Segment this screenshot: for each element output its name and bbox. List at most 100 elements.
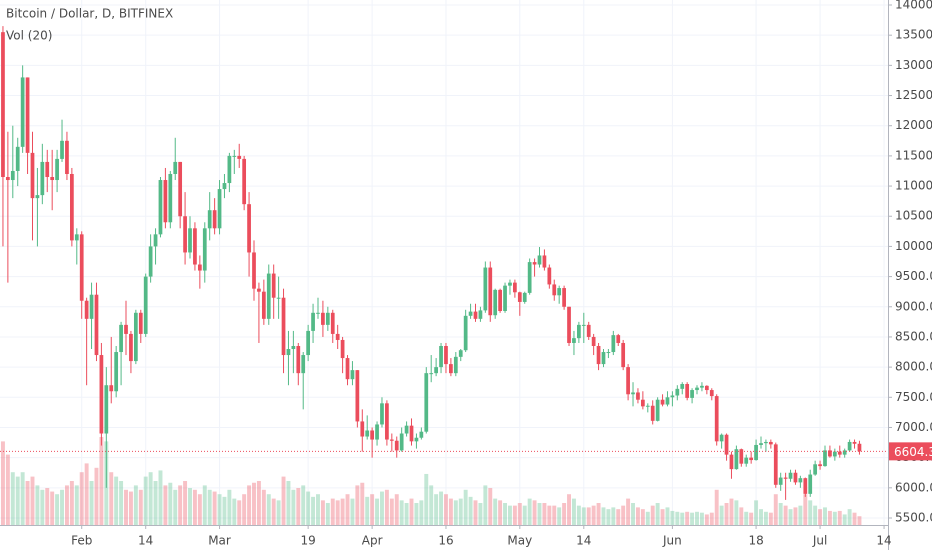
volume-bar xyxy=(695,511,699,525)
volume-bar xyxy=(163,485,168,525)
x-tick-label: 14 xyxy=(576,534,591,548)
volume-bar xyxy=(675,511,680,525)
candle-body xyxy=(409,425,414,442)
volume-bar xyxy=(168,482,173,525)
x-tick-label: 18 xyxy=(748,534,763,548)
candle-body xyxy=(30,152,35,199)
volume-bar xyxy=(453,500,458,525)
candle-body xyxy=(803,478,808,494)
candle-body xyxy=(444,345,448,365)
candle-body xyxy=(281,297,286,356)
volume-bar xyxy=(25,481,30,525)
candle-body xyxy=(138,312,143,334)
candle-body xyxy=(335,333,340,340)
volume-bar xyxy=(439,491,444,525)
volume-bar xyxy=(704,514,709,525)
candle-body xyxy=(252,252,256,289)
candle-body xyxy=(340,339,345,359)
volume-bar xyxy=(325,503,330,525)
y-tick-label: 13000.0 xyxy=(895,58,932,72)
volume-bar xyxy=(188,488,192,525)
candle-body xyxy=(434,367,438,374)
candle-body xyxy=(183,216,187,253)
y-tick-label: 5500.0 xyxy=(895,510,932,524)
candle-body xyxy=(493,289,498,316)
volume-bar xyxy=(645,511,650,525)
y-tick-label: 12500.0 xyxy=(895,88,932,102)
candle-body xyxy=(547,267,552,285)
candle-body xyxy=(360,421,365,437)
candle-body xyxy=(655,399,660,421)
candle-body xyxy=(680,384,685,389)
candle-body xyxy=(197,264,202,271)
volume-bar xyxy=(503,503,508,525)
volume-bar xyxy=(773,494,778,525)
candle-body xyxy=(84,300,89,319)
candle-body xyxy=(10,170,15,181)
y-tick-label: 11500.0 xyxy=(895,148,932,162)
volume-bar xyxy=(660,509,665,525)
candle-body xyxy=(202,228,207,271)
candle-body xyxy=(109,385,114,392)
volume-bar xyxy=(375,498,380,525)
candle-body xyxy=(508,282,512,286)
candle-body xyxy=(222,183,227,190)
volume-bar xyxy=(183,481,188,525)
candle-body xyxy=(636,392,640,400)
volume-bar xyxy=(759,509,763,525)
candle-body xyxy=(375,424,379,440)
volume-bar xyxy=(252,482,256,525)
candle-body xyxy=(591,336,596,346)
candle-body xyxy=(345,358,350,380)
y-tick-label: 10500.0 xyxy=(895,209,932,223)
candle-body xyxy=(114,352,119,392)
candle-body xyxy=(330,312,335,334)
candle-body xyxy=(355,370,360,422)
candle-body xyxy=(552,284,557,296)
candle-body xyxy=(89,294,94,319)
volume-bar xyxy=(734,500,739,525)
volume-bar xyxy=(109,472,114,525)
volume-bar xyxy=(389,498,394,525)
volume-bar xyxy=(222,496,227,525)
volume-bar xyxy=(488,488,493,525)
candle-body xyxy=(20,77,25,147)
volume-bar xyxy=(818,509,823,525)
volume-bar xyxy=(419,500,424,525)
candle-body xyxy=(778,477,783,485)
volume-bar xyxy=(557,507,562,525)
candle-body xyxy=(458,350,463,357)
volume-bar xyxy=(69,481,74,525)
x-tick-label: Apr xyxy=(362,534,383,548)
candle-body xyxy=(104,385,109,434)
grid xyxy=(0,0,888,525)
candle-body xyxy=(842,450,847,455)
volume-bar xyxy=(242,494,247,525)
candle-body xyxy=(828,450,832,457)
candle-body xyxy=(857,443,862,452)
candle-body xyxy=(473,311,478,319)
volume-bar xyxy=(847,509,852,525)
volume-bar xyxy=(20,472,25,525)
volume-bar xyxy=(365,496,370,525)
volume-bar xyxy=(823,507,827,525)
candle-body xyxy=(60,140,64,159)
volume-bar xyxy=(463,489,468,525)
volume-bar xyxy=(837,510,842,525)
candle-body xyxy=(606,352,611,354)
y-tick-label: 6000.0 xyxy=(895,480,932,494)
volume-bar xyxy=(133,485,138,525)
candle-body xyxy=(837,451,842,455)
volume-bar xyxy=(380,491,384,525)
volume-bar xyxy=(384,489,389,525)
volume-bar xyxy=(247,485,252,525)
candle-body xyxy=(271,273,276,298)
x-tick-label: May xyxy=(507,534,532,548)
volume-bar xyxy=(271,498,276,525)
y-tick-label: 9000.0 xyxy=(895,299,932,313)
volume-bar xyxy=(562,503,567,525)
candle-body xyxy=(532,262,537,265)
candle-body xyxy=(74,234,79,241)
candle-body xyxy=(527,262,532,293)
candle-body xyxy=(168,173,173,223)
